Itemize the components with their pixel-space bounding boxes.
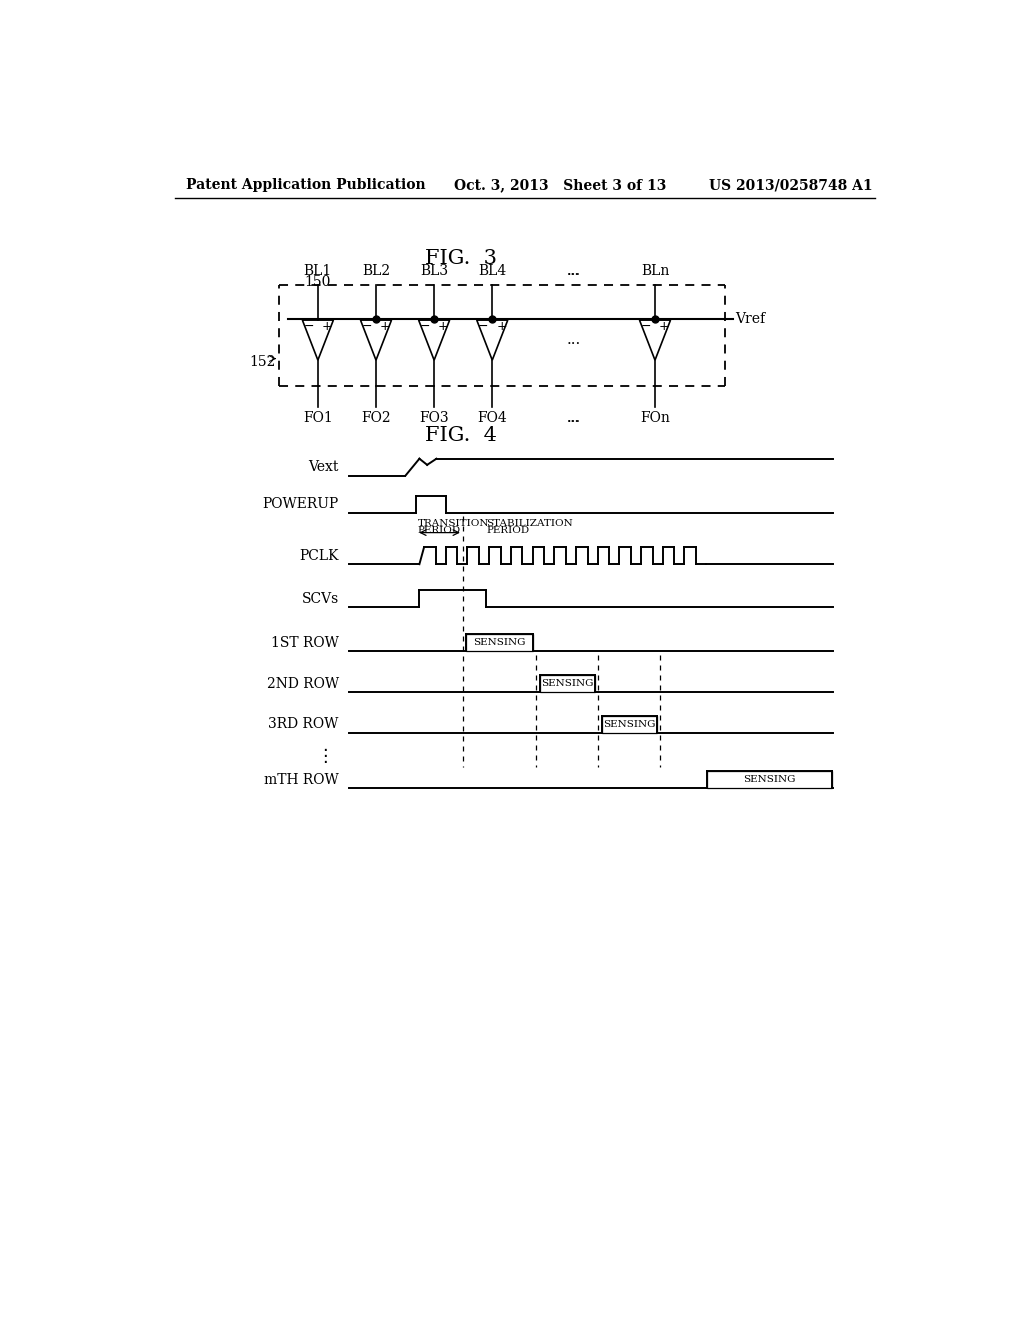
Text: FO4: FO4 <box>477 411 507 425</box>
Text: BL4: BL4 <box>478 264 507 277</box>
Text: PCLK: PCLK <box>299 549 339 562</box>
Text: 2ND ROW: 2ND ROW <box>266 677 339 690</box>
Bar <box>601 715 657 733</box>
Text: .: . <box>322 750 328 767</box>
Text: PERIOD: PERIOD <box>418 527 461 536</box>
Text: 150: 150 <box>305 275 331 289</box>
Text: TRANSITION: TRANSITION <box>418 519 489 528</box>
Text: +: + <box>659 319 670 333</box>
Text: +: + <box>322 319 333 333</box>
Bar <box>540 675 595 692</box>
Text: 152: 152 <box>250 355 276 370</box>
Bar <box>707 771 831 788</box>
Text: +: + <box>438 319 449 333</box>
Text: BL3: BL3 <box>420 264 449 277</box>
Text: Vext: Vext <box>308 461 339 474</box>
Text: POWERUP: POWERUP <box>262 498 339 511</box>
Text: FIG.  4: FIG. 4 <box>425 426 498 445</box>
Text: STABILIZATION: STABILIZATION <box>486 519 572 528</box>
Text: FOn: FOn <box>640 411 670 425</box>
Text: SENSING: SENSING <box>743 775 796 784</box>
Text: −: − <box>640 319 651 333</box>
Text: BL1: BL1 <box>304 264 332 277</box>
Text: SENSING: SENSING <box>541 678 594 688</box>
Text: PERIOD: PERIOD <box>486 527 529 536</box>
Text: ...: ... <box>567 264 580 277</box>
Text: BL2: BL2 <box>361 264 390 277</box>
Text: Patent Application Publication: Patent Application Publication <box>186 178 426 193</box>
Text: FO3: FO3 <box>419 411 449 425</box>
Text: ...: ... <box>566 333 581 347</box>
Bar <box>466 635 534 651</box>
Text: FO2: FO2 <box>361 411 391 425</box>
Text: −: − <box>478 319 488 333</box>
Text: −: − <box>420 319 430 333</box>
Text: SENSING: SENSING <box>603 719 655 729</box>
Text: US 2013/0258748 A1: US 2013/0258748 A1 <box>710 178 872 193</box>
Text: −: − <box>361 319 372 333</box>
Text: 3RD ROW: 3RD ROW <box>268 717 339 731</box>
Text: FO1: FO1 <box>303 411 333 425</box>
Text: SENSING: SENSING <box>473 639 526 647</box>
Text: +: + <box>380 319 390 333</box>
Text: .: . <box>322 743 328 762</box>
Text: ...: ... <box>567 411 580 425</box>
Text: Oct. 3, 2013   Sheet 3 of 13: Oct. 3, 2013 Sheet 3 of 13 <box>454 178 666 193</box>
Text: BLn: BLn <box>641 264 670 277</box>
Text: SCVs: SCVs <box>301 591 339 606</box>
Text: .: . <box>322 737 328 755</box>
Text: ...: ... <box>566 264 581 277</box>
Text: mTH ROW: mTH ROW <box>264 772 339 787</box>
Text: Vref: Vref <box>735 312 766 326</box>
Text: 1ST ROW: 1ST ROW <box>271 636 339 649</box>
Text: −: − <box>303 319 313 333</box>
Text: ...: ... <box>566 411 581 425</box>
Text: +: + <box>497 319 507 333</box>
Text: FIG.  3: FIG. 3 <box>425 249 498 268</box>
